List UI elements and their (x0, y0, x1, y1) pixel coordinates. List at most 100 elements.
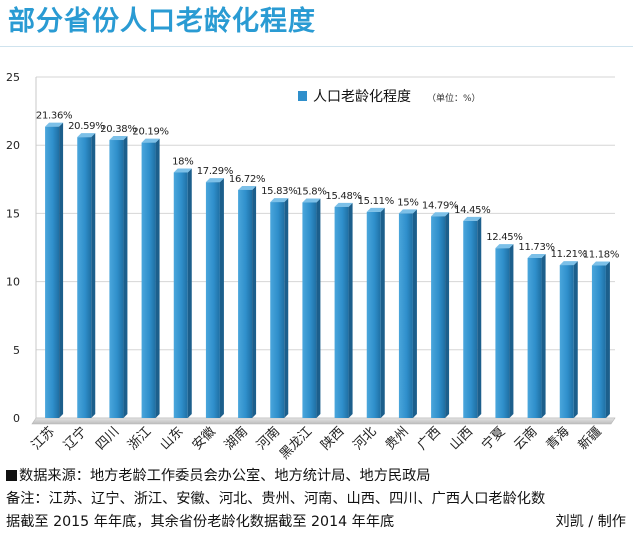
bar-top (270, 198, 289, 203)
bar-value-label: 11.18% (583, 250, 619, 261)
bar (109, 140, 124, 419)
legend-unit: （单位：%） (427, 92, 481, 104)
y-tick-label: 5 (13, 344, 20, 357)
y-axis: 0 5 10 15 20 25 (6, 71, 20, 425)
bar (366, 211, 381, 418)
bar-side (316, 198, 321, 418)
bar-side (284, 198, 289, 418)
x-tick-label: 安徽 (190, 424, 219, 453)
bar-side (605, 261, 610, 418)
x-tick-label: 浙江 (125, 424, 154, 453)
bar-top (302, 198, 321, 203)
bar (495, 248, 510, 418)
bar-value-label: 11.73% (518, 242, 554, 253)
bar-top (366, 207, 385, 212)
bar-top (45, 122, 64, 127)
bar-value-label: 15.8% (296, 186, 326, 197)
page-title: 部分省份人口老龄化程度 (8, 6, 316, 37)
bar-side (155, 138, 160, 418)
bar-value-label: 15.48% (325, 191, 361, 202)
bar-value-label: 14.79% (422, 200, 458, 211)
bar-side (412, 209, 417, 418)
bar-top (559, 261, 578, 266)
source-line: 数据来源：地方老龄工作委员会办公室、地方统计局、地方民政局 (6, 465, 626, 488)
bar-series (45, 122, 610, 419)
bar-side (252, 185, 257, 418)
bar-value-label: 21.36% (36, 111, 72, 122)
bar-side (509, 244, 514, 418)
bar-value-label: 15% (397, 197, 418, 208)
bar-side (187, 168, 192, 418)
legend: 人口老龄化程度 （单位：%） (298, 89, 481, 105)
bar (302, 202, 317, 418)
bar-top (109, 136, 128, 141)
bar (463, 220, 478, 418)
bar-top (431, 212, 450, 217)
bar-value-label: 16.72% (229, 174, 265, 185)
x-tick-label: 新疆 (575, 424, 605, 454)
bar (238, 189, 253, 418)
x-tick-label: 河南 (253, 424, 283, 454)
grid-layer (31, 76, 616, 425)
x-tick-label: 青海 (544, 424, 573, 453)
bar-top (238, 185, 257, 190)
bar-top (173, 168, 192, 173)
bar-value-label: 20.38% (100, 124, 136, 135)
bar (431, 216, 446, 418)
x-tick-label: 广西 (415, 424, 444, 453)
y-tick-label: 20 (6, 139, 20, 152)
bar (173, 172, 188, 418)
bar-side (219, 178, 224, 418)
bar (205, 182, 220, 418)
axis-floor (31, 417, 616, 425)
bar-side (541, 254, 546, 418)
bar-value-label: 17.29% (197, 166, 233, 177)
x-tick-label: 宁夏 (479, 424, 509, 454)
value-labels: 21.36%20.59%20.38%20.19%18%17.29%16.72%1… (36, 111, 619, 261)
bar-top (591, 261, 610, 266)
x-tick-label: 黑龙江 (277, 424, 315, 460)
bar-value-label: 11.21% (551, 249, 587, 260)
title-divider (0, 46, 633, 47)
bar-side (380, 207, 385, 418)
note-line-1: 备注：江苏、辽宁、浙江、安徽、河北、贵州、河南、山西、四川、广西人口老龄化数 (6, 491, 546, 507)
legend-label: 人口老龄化程度 (313, 89, 411, 105)
legend-swatch (298, 91, 307, 101)
bar-value-label: 15.11% (358, 196, 394, 207)
x-tick-label: 陕西 (318, 424, 347, 453)
bar (45, 126, 60, 418)
bar-chart: 0 5 10 15 20 25 21.36%20.59%20.38%20.19% 18% 17… (6, 71, 619, 460)
bar (591, 265, 606, 418)
bar (398, 213, 413, 418)
y-tick-label: 10 (6, 276, 20, 289)
x-tick-label: 山西 (447, 424, 476, 453)
x-tick-label: 四川 (93, 424, 122, 453)
bar-side (91, 133, 96, 418)
bar-side (59, 122, 64, 418)
x-tick-label: 山东 (158, 424, 187, 453)
credit: 刘凯 / 制作 (555, 514, 626, 530)
y-tick-label: 15 (6, 207, 20, 220)
bar-side (573, 261, 578, 418)
source-text: 数据来源：地方老龄工作委员会办公室、地方统计局、地方民政局 (19, 468, 431, 484)
x-tick-label: 河北 (351, 424, 380, 453)
y-tick-label: 25 (6, 71, 20, 84)
note-line-2-row: 据截至 2015 年年底，其余省份老龄化数据截至 2014 年年底 刘凯 / 制… (6, 511, 626, 534)
bar-value-label: 12.45% (486, 232, 522, 243)
bar-side (445, 212, 450, 418)
bar (527, 258, 542, 418)
bar-side (348, 202, 353, 418)
bar-top (141, 138, 160, 143)
bar-top (334, 202, 353, 207)
bar-side (477, 216, 482, 418)
x-tick-label: 辽宁 (60, 424, 90, 454)
bar-value-label: 15.83% (261, 186, 297, 197)
bullet-square-icon (6, 470, 17, 481)
note-line-2: 据截至 2015 年年底，其余省份老龄化数据截至 2014 年年底 (6, 514, 395, 530)
bar (141, 142, 156, 418)
bar-value-label: 20.59% (68, 121, 104, 132)
bar-top (77, 133, 96, 138)
bar-top (495, 244, 514, 249)
bar-value-label: 14.45% (454, 205, 490, 216)
